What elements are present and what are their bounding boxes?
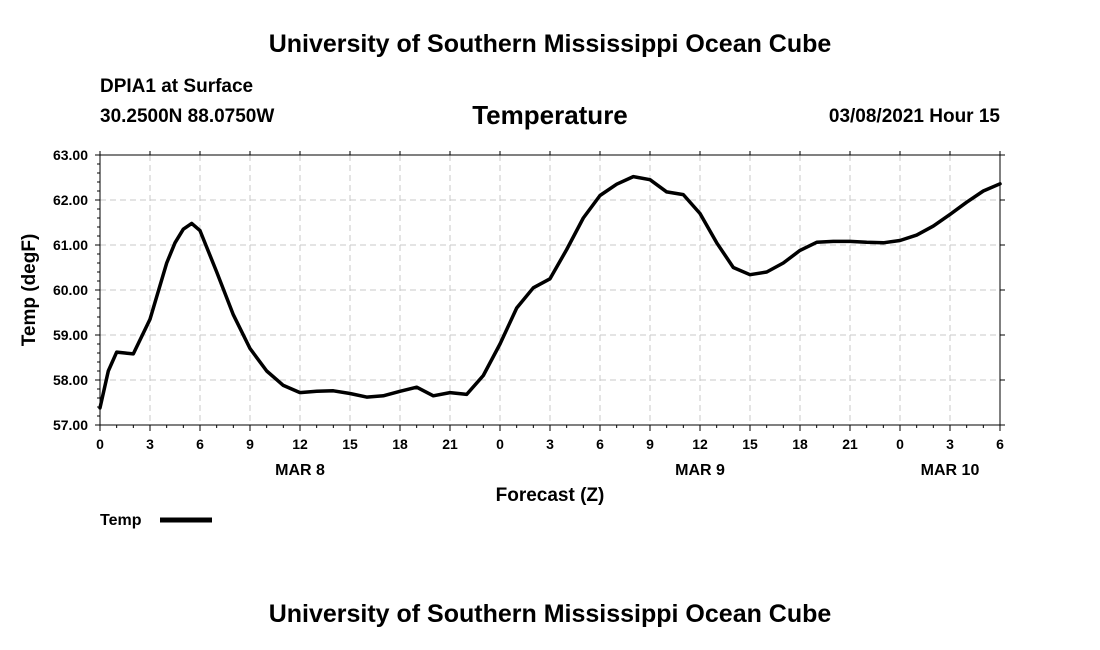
forecast-datetime: 03/08/2021 Hour 15 bbox=[828, 106, 1000, 127]
x-tick-label: 21 bbox=[442, 436, 458, 452]
x-tick-label: 9 bbox=[646, 436, 654, 452]
legend-label: Temp bbox=[100, 512, 142, 529]
chart-title: Temperature bbox=[472, 100, 628, 130]
x-tick-label: 0 bbox=[896, 436, 904, 452]
location-coordinates: 30.2500N 88.0750W bbox=[100, 106, 275, 127]
x-tick-label: 15 bbox=[742, 436, 758, 452]
legend: Temp bbox=[100, 512, 212, 529]
x-tick-label: 12 bbox=[292, 436, 308, 452]
series-line-temp bbox=[98, 174, 1002, 410]
y-tick-label: 62.00 bbox=[53, 192, 88, 208]
grid-lines bbox=[100, 155, 1000, 425]
x-tick-label: 18 bbox=[392, 436, 408, 452]
y-axis-label: Temp (degF) bbox=[19, 234, 40, 347]
date-label: MAR 8 bbox=[275, 462, 325, 479]
x-tick-label: 6 bbox=[196, 436, 204, 452]
x-tick-label: 0 bbox=[96, 436, 104, 452]
date-label: MAR 9 bbox=[675, 462, 725, 479]
x-tick-label: 9 bbox=[246, 436, 254, 452]
y-tick-label: 59.00 bbox=[53, 327, 88, 343]
x-tick-label: 21 bbox=[842, 436, 858, 452]
page-title: University of Southern Mississippi Ocean… bbox=[268, 30, 832, 58]
x-tick-label: 18 bbox=[792, 436, 808, 452]
y-tick-label: 57.00 bbox=[53, 417, 88, 433]
y-axis-ticks: 57.00 58.00 59.00 60.00 61.00 62.00 63.00 bbox=[53, 147, 1005, 433]
x-tick-label: 0 bbox=[496, 436, 504, 452]
plot-frame bbox=[99, 154, 1001, 426]
x-tick-label: 12 bbox=[692, 436, 708, 452]
station-label: DPIA1 at Surface bbox=[100, 76, 254, 97]
y-tick-label: 60.00 bbox=[53, 282, 88, 298]
x-tick-label: 3 bbox=[146, 436, 154, 452]
y-tick-label: 58.00 bbox=[53, 372, 88, 388]
y-tick-label: 61.00 bbox=[53, 237, 88, 253]
y-tick-label: 63.00 bbox=[53, 147, 88, 163]
date-label: MAR 10 bbox=[921, 462, 980, 479]
series-layer bbox=[98, 174, 1002, 410]
x-tick-label: 6 bbox=[996, 436, 1004, 452]
footer-title: University of Southern Mississippi Ocean… bbox=[268, 600, 832, 628]
x-tick-label: 15 bbox=[342, 436, 358, 452]
x-tick-label: 3 bbox=[546, 436, 554, 452]
x-axis-label: Forecast (Z) bbox=[496, 485, 605, 506]
x-tick-label: 6 bbox=[596, 436, 604, 452]
x-tick-label: 3 bbox=[946, 436, 954, 452]
